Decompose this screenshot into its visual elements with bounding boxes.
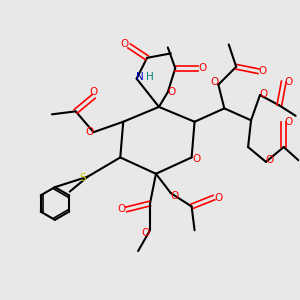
Text: O: O <box>141 228 150 238</box>
Text: S: S <box>80 173 86 183</box>
Text: O: O <box>284 117 292 127</box>
Text: O: O <box>167 87 175 97</box>
Text: O: O <box>89 87 98 97</box>
Text: O: O <box>211 76 219 87</box>
Text: O: O <box>198 63 206 73</box>
Text: O: O <box>259 66 267 76</box>
Text: O: O <box>214 193 223 202</box>
Text: O: O <box>170 191 178 201</box>
Text: O: O <box>266 155 274 165</box>
Text: O: O <box>284 76 292 87</box>
Text: N: N <box>136 72 143 82</box>
Text: O: O <box>260 88 268 98</box>
Text: O: O <box>118 204 126 214</box>
Text: O: O <box>192 154 200 164</box>
Text: H: H <box>146 72 154 82</box>
Text: O: O <box>121 40 129 50</box>
Text: O: O <box>85 127 93 137</box>
